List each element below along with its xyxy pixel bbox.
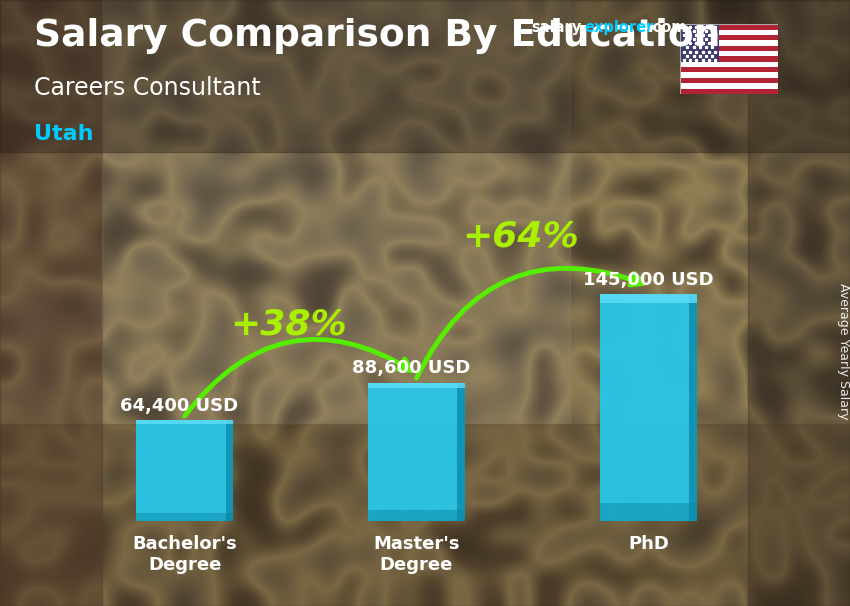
Text: salary: salary — [531, 20, 581, 35]
Bar — [680, 73, 778, 78]
Text: .com: .com — [648, 20, 687, 35]
Bar — [457, 382, 465, 521]
Bar — [680, 83, 778, 88]
Bar — [225, 421, 234, 521]
Text: 64,400 USD: 64,400 USD — [120, 397, 238, 415]
Bar — [368, 382, 465, 388]
Bar — [680, 67, 778, 73]
Bar — [136, 513, 234, 521]
Bar — [680, 30, 778, 35]
Bar — [680, 24, 719, 62]
Text: 145,000 USD: 145,000 USD — [583, 271, 714, 289]
Text: Utah: Utah — [34, 124, 94, 144]
Bar — [689, 295, 697, 521]
Bar — [680, 35, 778, 41]
Bar — [680, 78, 778, 83]
FancyArrowPatch shape — [184, 339, 412, 416]
Bar — [136, 421, 234, 424]
Bar — [136, 421, 234, 521]
Bar — [680, 24, 778, 30]
Bar — [680, 45, 778, 51]
Bar — [680, 41, 778, 45]
Bar — [599, 503, 697, 521]
Bar — [599, 295, 697, 521]
Text: Average Yearly Salary: Average Yearly Salary — [837, 283, 850, 420]
Bar — [368, 382, 465, 521]
Text: explorer: explorer — [584, 20, 654, 35]
Bar — [368, 510, 465, 521]
Text: +38%: +38% — [230, 308, 348, 342]
Bar — [680, 62, 778, 67]
Bar — [680, 88, 778, 94]
Bar — [680, 56, 778, 62]
Bar — [680, 51, 778, 56]
Text: 88,600 USD: 88,600 USD — [352, 359, 470, 377]
FancyArrowPatch shape — [416, 268, 643, 378]
Text: Careers Consultant: Careers Consultant — [34, 76, 261, 100]
Bar — [599, 295, 697, 304]
Text: +64%: +64% — [462, 219, 579, 253]
Text: Salary Comparison By Education: Salary Comparison By Education — [34, 18, 720, 54]
